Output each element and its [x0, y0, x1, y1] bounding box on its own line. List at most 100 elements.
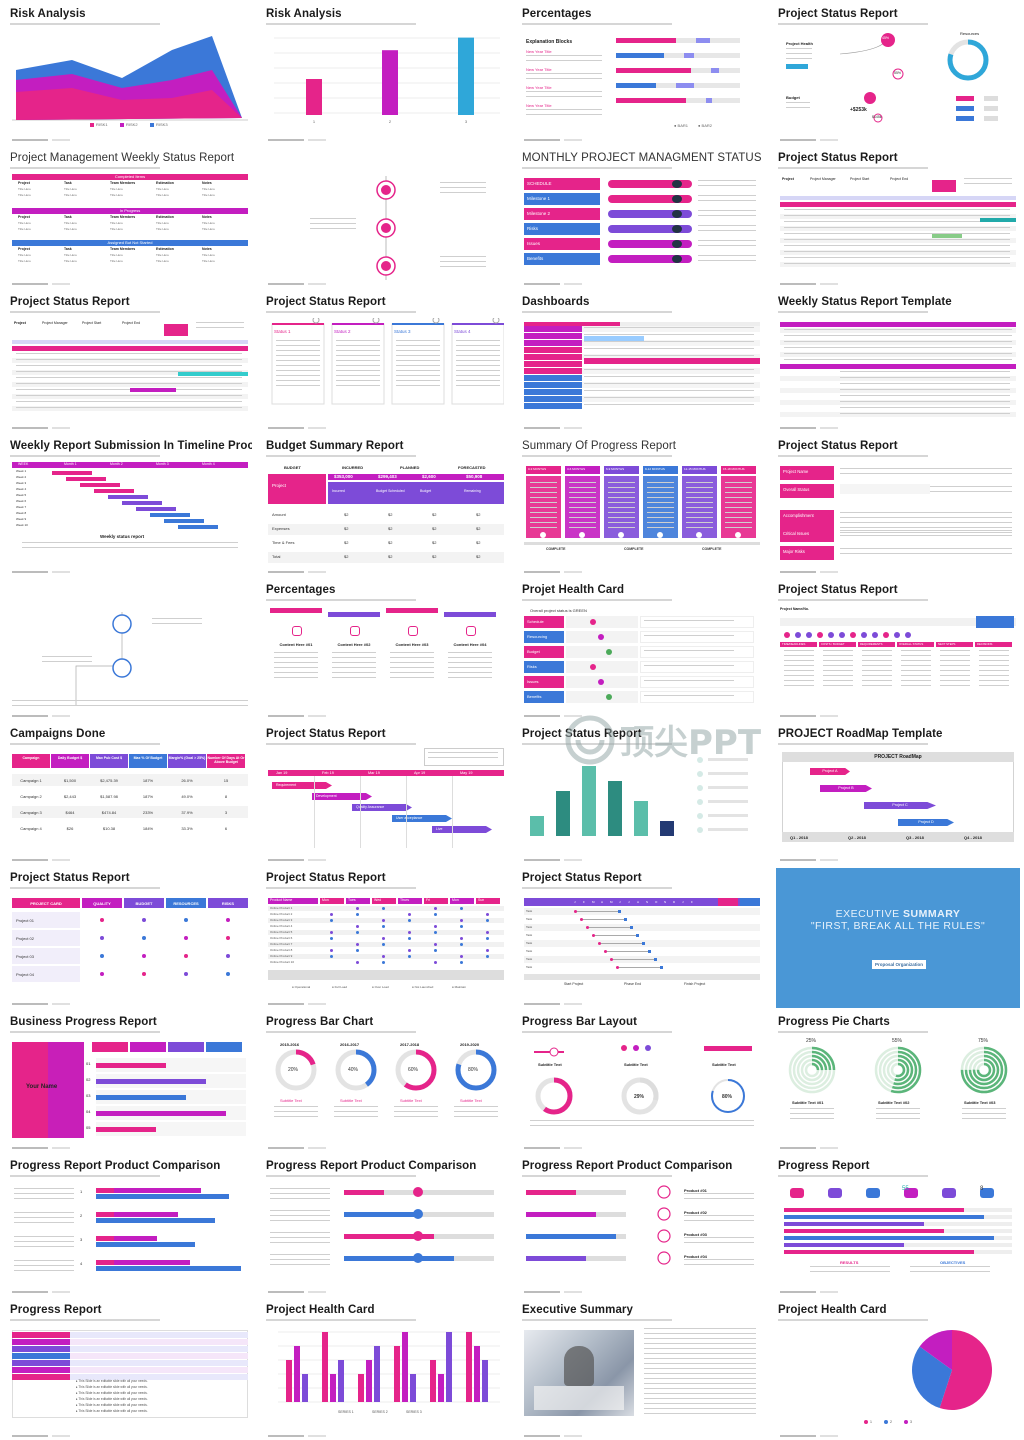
slide-s19[interactable]: Projet Health Card Overall project status…: [520, 580, 764, 720]
col-header-block: [12, 754, 50, 768]
slide-s27[interactable]: Project Status Report J F M A M J J A S O N D J F Task T…: [520, 868, 764, 1008]
slide-s26[interactable]: Project Status Report Product Name Mon Tues…: [264, 868, 508, 1008]
cell: Title Here: [156, 221, 169, 225]
slide-s29[interactable]: Business Progress Report Your Name 01 02 03 0…: [8, 1012, 252, 1152]
slide-s12[interactable]: Weekly Status Report Template: [776, 292, 1020, 432]
text-lines: [22, 542, 238, 552]
slide-s8[interactable]: Project Status Report Project Project Mana…: [776, 148, 1020, 288]
pie-subtitle: Subtitle Text #03: [964, 1100, 996, 1105]
row: [566, 616, 638, 628]
pill: [786, 64, 808, 69]
text-lines: [644, 695, 734, 699]
slide-s35[interactable]: Progress Report Product Comparison Produc…: [520, 1156, 764, 1296]
slide-body: Jan 19 Feb 19 Mar 19 Apr 19 May 19 Requiremen…: [268, 748, 504, 856]
row: [524, 908, 760, 915]
slide-footer: [12, 1291, 70, 1293]
text-lines: [698, 195, 756, 201]
stat-value: 55: [902, 1186, 909, 1192]
slide-s30[interactable]: Progress Bar Chart 2015-2016 20% Subtitle T…: [264, 1012, 508, 1152]
slide-s4[interactable]: Project Status Report Project Health Budge…: [776, 4, 1020, 144]
icon: [350, 626, 360, 636]
row-label: Online Product 1: [270, 906, 293, 910]
slide-s40[interactable]: Project Health Card 1 2 3: [776, 1300, 1020, 1440]
col-header-block: [168, 1042, 204, 1052]
compare-bar: [96, 1218, 215, 1223]
slide-s33[interactable]: Progress Report Product Comparison 1 2 3 4: [8, 1156, 252, 1296]
slide-s38[interactable]: Project Health Card SERIES 1 SERIES 2 SERIE…: [264, 1300, 508, 1440]
gantt-bar: [80, 483, 120, 487]
slide-s32[interactable]: Progress Pie Charts 25% Subtitle Text #01 5…: [776, 1012, 1020, 1152]
band-label: Budget: [420, 489, 432, 493]
slide-s13[interactable]: Weekly Report Submission In Timeline Pro…: [8, 436, 252, 576]
marker: [654, 958, 657, 961]
text-lines: [684, 1259, 754, 1267]
slide-s7[interactable]: MONTHLY PROJECT MANAGMENT STATUS SCHEDULE…: [520, 148, 764, 288]
slide-s10[interactable]: Project Status Report Status 1 Status 2 Sta…: [264, 292, 508, 432]
slide-title: Project Status Report: [778, 8, 898, 20]
slide-title: Progress Pie Charts: [778, 1016, 890, 1028]
slide-body: Content Here #01 Content Here #02 Content …: [268, 606, 504, 712]
slide-footer: [12, 283, 70, 285]
slide-s39[interactable]: Executive Summary: [520, 1300, 764, 1440]
layout-subtitle: Subtitle Text: [538, 1062, 562, 1067]
month-letter: J: [682, 900, 684, 904]
text-lines: [16, 395, 242, 398]
slide-s34[interactable]: Progress Report Product Comparison: [264, 1156, 508, 1296]
slide-title: Progress Report: [778, 1160, 870, 1172]
layout-value: 80%: [722, 1094, 733, 1100]
slide-s6[interactable]: [264, 148, 508, 288]
slide-s37[interactable]: Progress Report ▸ This Slide is an editab…: [8, 1300, 252, 1440]
text-lines: [684, 1237, 754, 1245]
slide-s11[interactable]: Dashboards: [520, 292, 764, 432]
profile-block: [48, 1042, 84, 1138]
report-head: OBJECTIVES: [940, 1260, 966, 1265]
slide-s15[interactable]: Summary Of Progress Report 0-3 MONTHS 3-6 …: [520, 436, 764, 576]
slide-s9[interactable]: Project Status Report Project Project Mana…: [8, 292, 252, 432]
slide-s31[interactable]: Progress Bar Layout Subtitle Text Subtitle…: [520, 1012, 764, 1152]
slide-s5[interactable]: Project Management Weekly Status Report C…: [8, 148, 252, 288]
slide-s24[interactable]: PROJECT RoadMap Template PROJECT RoadMap P…: [776, 724, 1020, 864]
slide-s28[interactable]: EXECUTIVE SUMMARY "FIRST, BREAK ALL THE R…: [776, 868, 1020, 1008]
row-number: 4: [80, 1261, 83, 1266]
row-label: Online Product 7: [270, 942, 293, 946]
col-header: BUDGET: [135, 901, 153, 906]
slide-s25[interactable]: Project Status Report PROJECT CARD QUALITY…: [8, 868, 252, 1008]
text-lines: [684, 1193, 754, 1201]
slide-s20[interactable]: Project Status Report Project Name/No. TIM…: [776, 580, 1020, 720]
pill: [956, 96, 974, 101]
icon: [292, 626, 302, 636]
legend-line: [708, 800, 748, 803]
text-lines: [840, 377, 1010, 380]
row-label: [524, 354, 582, 360]
slide-s1[interactable]: Risk Analysis RISK1 RISK2 RISK3: [8, 4, 252, 144]
row-label: Project Name: [780, 466, 834, 480]
slide-s14[interactable]: Budget Summary Report BUDGET INCURRED PLANN…: [264, 436, 508, 576]
slide-s17[interactable]: [8, 580, 252, 720]
slide-body: 55 8 RESULTS OBJECTIVES: [780, 1182, 1016, 1288]
gantt-bar: [136, 507, 176, 511]
slide-s23[interactable]: Project Status Report: [520, 724, 764, 864]
slide-s2[interactable]: Risk Analysis 1 2 3: [264, 4, 508, 144]
gridline: [406, 776, 407, 848]
exec-pill: Proposal Organization: [872, 960, 926, 969]
text-lines: [840, 389, 1010, 392]
slide-s18[interactable]: Percentages Content Here #01 Content Here …: [264, 580, 508, 720]
col-header: Sun: [478, 898, 485, 902]
marker: [574, 910, 577, 913]
dot: [408, 931, 411, 934]
bar: [374, 1346, 380, 1402]
cell: Title Here: [18, 259, 31, 263]
slide-s21[interactable]: Campaigns Done Campaign Daily Budget $ Max …: [8, 724, 252, 864]
col-header-block: [476, 898, 500, 904]
slide-s16[interactable]: Project Status Report Project Name Overall…: [776, 436, 1020, 576]
pie-progress: [972, 1058, 996, 1082]
col-header: [975, 642, 1012, 647]
row: [524, 932, 760, 939]
connector: [75, 612, 123, 706]
slide-s36[interactable]: Progress Report 55 8 RESULTS OBJECTIVES: [776, 1156, 1020, 1296]
slide-s22[interactable]: Project Status Report Jan 19 Feb 19 Mar 19 A…: [264, 724, 508, 864]
slide-subtitle-line: [522, 311, 672, 313]
bar-track: [596, 1212, 626, 1217]
slide-s3[interactable]: Percentages Explanation Blocks New Year Ti…: [520, 4, 764, 144]
band: [524, 322, 620, 326]
